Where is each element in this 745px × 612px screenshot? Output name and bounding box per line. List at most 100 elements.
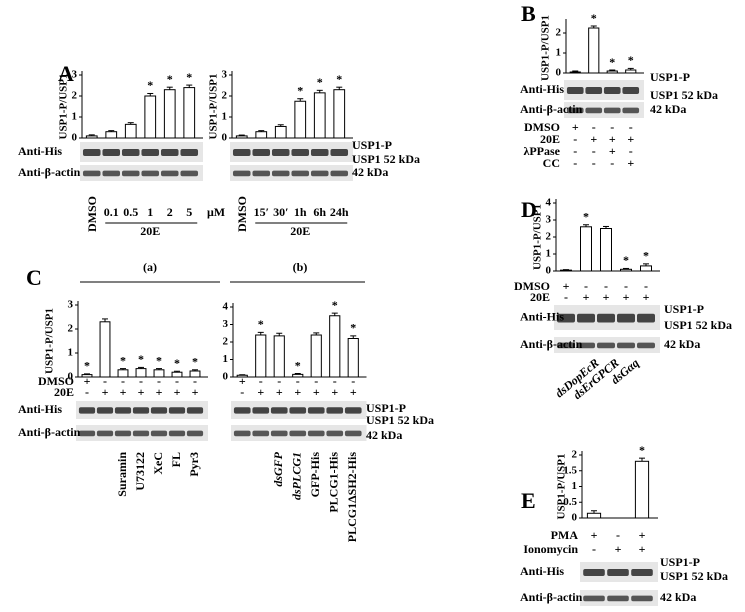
y-tick-label: 0 xyxy=(222,132,228,144)
blot-band xyxy=(102,149,121,156)
blot-band xyxy=(291,149,310,156)
bar xyxy=(105,131,118,139)
blot-label: Anti-β-actin xyxy=(18,425,81,439)
blot-band xyxy=(232,170,251,177)
significance-star: * xyxy=(186,70,192,84)
x-tick-label: 1 xyxy=(147,205,153,219)
band-label: USP1 52 kDa xyxy=(660,569,728,583)
panel-header: (a) xyxy=(143,260,157,274)
bar xyxy=(85,135,98,139)
y-tick-label: 0 xyxy=(68,371,74,383)
x-tick-label: 6h xyxy=(313,205,326,219)
blot-band xyxy=(252,170,271,177)
row-sign: - xyxy=(121,374,125,388)
significance-star: * xyxy=(583,210,589,224)
y-axis-label: USP1-P/USP1 xyxy=(208,74,220,140)
blot-band xyxy=(307,407,325,414)
panel-letter: D xyxy=(521,197,537,222)
blot-band xyxy=(114,407,132,414)
significance-star: * xyxy=(317,75,323,89)
blot-band xyxy=(82,170,101,177)
x-tick-label: 0.5 xyxy=(123,205,138,219)
row-sign: - xyxy=(296,374,300,388)
band-label: 42 kDa xyxy=(660,590,696,604)
y-tick-label: 2 xyxy=(572,449,578,461)
bar xyxy=(235,135,248,139)
row-label: Ionomycin xyxy=(523,542,578,556)
panel-letter: B xyxy=(521,1,536,26)
bar xyxy=(560,269,572,272)
row-sign: - xyxy=(604,279,608,293)
bar xyxy=(586,512,602,519)
row-sign: + xyxy=(603,290,610,304)
row-sign: + xyxy=(609,144,616,158)
row-label: DMSO xyxy=(514,279,550,293)
row-sign: + xyxy=(572,120,579,134)
bar xyxy=(600,228,612,272)
blot-band xyxy=(96,407,114,414)
blot-band xyxy=(186,407,204,414)
x-tick-label: 5 xyxy=(186,205,192,219)
y-tick-label: 2 xyxy=(546,231,552,243)
blot-band xyxy=(168,430,186,437)
x-tick-label: DMSO xyxy=(85,196,99,232)
panel-header: (b) xyxy=(293,260,308,274)
blot-band xyxy=(557,313,575,323)
band-label: USP1-P xyxy=(366,401,406,415)
y-axis-label: USP1-P/USP1 xyxy=(58,74,70,140)
row-sign: - xyxy=(259,374,263,388)
row-sign: - xyxy=(644,279,648,293)
blot-band xyxy=(78,407,96,414)
x-tick-label: GFP-His xyxy=(308,452,322,498)
row-sign: - xyxy=(351,374,355,388)
row-sign: + xyxy=(156,385,163,399)
row-sign: + xyxy=(639,528,646,542)
row-sign: + xyxy=(84,374,91,388)
bar xyxy=(329,315,341,378)
row-sign: + xyxy=(120,385,127,399)
row-sign: - xyxy=(592,120,596,134)
blot-band xyxy=(310,170,329,177)
y-tick-label: 3 xyxy=(72,69,78,81)
group-label: 20E xyxy=(290,224,310,238)
y-tick-label: 2 xyxy=(72,90,78,102)
row-sign: - xyxy=(592,542,596,556)
blot-band xyxy=(344,407,362,414)
x-tick-label: PLCG1ΔSH2-His xyxy=(345,452,359,543)
x-tick-label: 15′ xyxy=(254,205,269,219)
blot-band xyxy=(326,430,344,437)
row-sign: + xyxy=(192,385,199,399)
row-sign: + xyxy=(609,132,616,146)
band-label: USP1-P xyxy=(352,138,392,152)
blot-band xyxy=(583,595,605,602)
bar xyxy=(163,89,176,139)
blot-band xyxy=(271,149,290,156)
blot-band xyxy=(330,170,349,177)
significance-star: * xyxy=(120,353,126,367)
significance-star: * xyxy=(609,55,615,69)
blot-band xyxy=(585,87,603,94)
row-label: PMA xyxy=(551,528,579,542)
y-axis-label: USP1-P/USP1 xyxy=(44,308,56,374)
bar xyxy=(294,100,307,139)
band-label: 42 kDa xyxy=(366,428,402,442)
significance-star: * xyxy=(332,298,338,312)
band-label: USP1-P xyxy=(660,555,700,569)
significance-star: * xyxy=(174,356,180,370)
significance-star: * xyxy=(258,317,264,331)
y-tick-label: 0.5 xyxy=(563,496,577,508)
row-sign: - xyxy=(277,374,281,388)
x-tick-label: 24h xyxy=(330,205,349,219)
blot-band xyxy=(233,407,251,414)
blot-band xyxy=(622,87,640,94)
y-tick-label: 1 xyxy=(72,111,78,123)
blot-band xyxy=(121,170,140,177)
blot-label: Anti-β-actin xyxy=(520,337,583,351)
significance-star: * xyxy=(138,352,144,366)
row-sign: + xyxy=(331,385,338,399)
blot-band xyxy=(233,430,251,437)
bar xyxy=(313,92,326,139)
blot-band xyxy=(232,149,251,156)
row-sign: + xyxy=(627,156,634,170)
bar xyxy=(274,125,287,139)
